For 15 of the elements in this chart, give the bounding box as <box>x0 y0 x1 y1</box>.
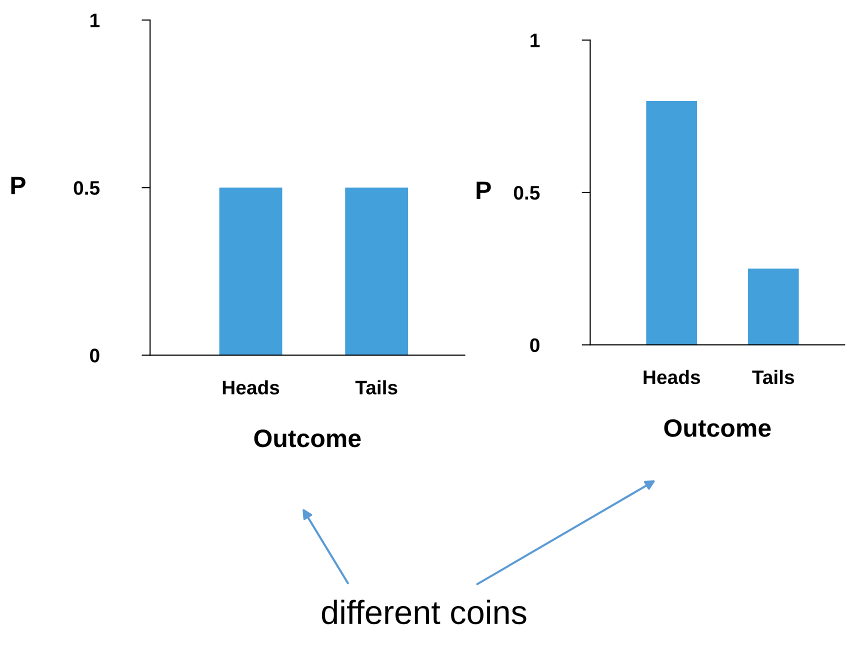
y-axis-title: P <box>476 182 491 199</box>
y-tick-label: 0.5 <box>74 181 100 195</box>
x-tick-label: Heads <box>644 370 700 384</box>
y-tick-label: 0 <box>90 348 100 362</box>
x-tick-label: Tails <box>752 370 794 384</box>
y-tick-label: 0.5 <box>514 186 540 200</box>
y-tick-label: 0 <box>530 338 540 352</box>
x-tick-label: Tails <box>355 380 398 394</box>
y-tick-label: 1 <box>530 34 540 48</box>
text: different coins <box>322 600 526 624</box>
x-axis-title: Outcome <box>664 419 771 437</box>
x-axis-title: Outcome <box>254 430 361 448</box>
y-tick-label: 1 <box>90 14 100 28</box>
x-tick-label: Heads <box>222 380 280 394</box>
y-axis-title: P <box>11 176 26 194</box>
